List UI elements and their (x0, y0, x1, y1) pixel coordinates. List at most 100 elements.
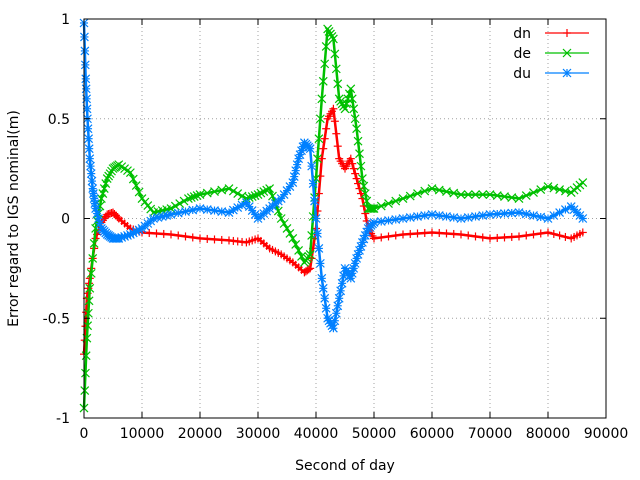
data-point (328, 323, 338, 333)
data-point (369, 218, 379, 227)
data-point (276, 214, 286, 223)
data-point (145, 228, 154, 237)
legend-label: de (514, 46, 532, 62)
data-point (405, 191, 415, 201)
data-point (492, 209, 502, 219)
data-point (217, 207, 227, 216)
data-point (492, 191, 502, 200)
data-point (170, 201, 180, 211)
data-point (347, 94, 357, 104)
data-point (442, 187, 451, 196)
data-point (515, 232, 523, 241)
data-point (321, 303, 331, 313)
data-point (285, 229, 295, 238)
series-line-du (82, 22, 584, 330)
data-point (384, 232, 393, 241)
y-tick-label: 1 (61, 12, 70, 28)
data-point (355, 149, 364, 159)
data-point (174, 231, 183, 240)
data-point (256, 188, 266, 198)
data-point (346, 154, 355, 163)
data-point (217, 235, 226, 244)
data-point (343, 94, 353, 104)
y-tick-label: 0 (61, 212, 70, 228)
data-point (315, 114, 325, 124)
x-tick-label: 70000 (468, 426, 513, 442)
data-point (463, 190, 473, 199)
data-point (334, 94, 344, 104)
data-point (420, 211, 430, 220)
data-point (259, 187, 269, 196)
legend-label: du (513, 66, 531, 82)
y-axis-title: Error regard to IGS nominal(m) (6, 110, 22, 327)
legend-item-du: du (513, 66, 589, 82)
x-tick-label: 90000 (584, 426, 629, 442)
data-point (314, 244, 324, 253)
data-point (83, 321, 93, 331)
data-point (265, 184, 275, 193)
data-point (485, 210, 495, 219)
data-point (435, 228, 444, 237)
data-point (320, 59, 330, 69)
data-point (336, 286, 346, 296)
data-point (102, 174, 112, 184)
data-point (350, 258, 360, 268)
x-tick-label: 0 (80, 426, 89, 442)
data-point (359, 181, 369, 191)
data-point (434, 185, 444, 195)
data-point (334, 293, 344, 303)
data-point (282, 224, 292, 233)
data-point (85, 283, 95, 293)
data-point (344, 89, 354, 99)
data-point (350, 114, 360, 124)
data-point (289, 172, 299, 182)
data-point (195, 204, 205, 213)
data-point (323, 24, 333, 34)
data-point (329, 104, 338, 113)
data-point (356, 189, 365, 198)
data-point (349, 164, 358, 173)
legend-item-de: de (514, 46, 589, 62)
x-tick-label: 40000 (294, 426, 339, 442)
data-point (362, 196, 372, 206)
data-point (324, 27, 334, 36)
series-line-dn (82, 107, 584, 355)
data-point (351, 169, 360, 178)
data-point (291, 166, 301, 176)
data-point (449, 213, 459, 222)
data-point (366, 204, 376, 213)
data-point (330, 49, 340, 59)
data-point (562, 48, 572, 58)
data-point (104, 171, 114, 181)
data-point (555, 231, 564, 240)
data-point (101, 179, 111, 189)
data-point (86, 161, 95, 171)
data-point (353, 136, 363, 146)
data-point (471, 212, 480, 221)
data-point (173, 208, 183, 218)
data-point (84, 134, 94, 144)
data-point (352, 124, 362, 134)
data-point (183, 194, 193, 203)
data-point (320, 134, 329, 143)
data-point (346, 84, 356, 94)
data-point (500, 209, 509, 218)
data-point (522, 231, 531, 240)
data-point (563, 29, 571, 37)
data-point (304, 265, 313, 274)
data-point (195, 190, 205, 199)
series-du (79, 18, 588, 333)
x-tick-label: 20000 (178, 426, 223, 442)
data-point (307, 231, 317, 240)
data-point (330, 117, 339, 126)
data-point (84, 144, 94, 154)
x-tick-label: 60000 (410, 426, 455, 442)
data-point (217, 185, 227, 195)
data-point (521, 209, 531, 219)
data-point (384, 216, 393, 225)
data-point (318, 283, 328, 293)
data-point (192, 191, 202, 200)
data-point (333, 142, 342, 151)
data-point (80, 60, 90, 70)
